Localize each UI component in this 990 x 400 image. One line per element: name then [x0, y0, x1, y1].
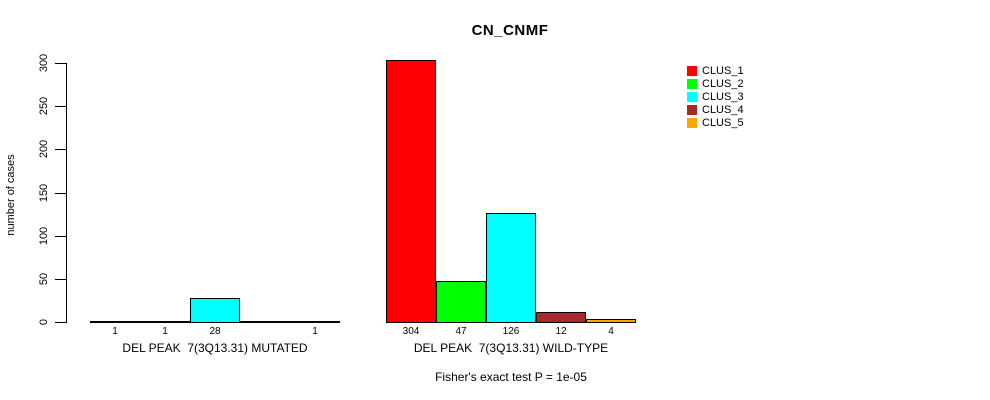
y-axis-label: number of cases [5, 154, 17, 236]
group-label: DEL PEAK 7(3Q13.31) WILD-TYPE [413, 341, 609, 355]
bar-clus_2 [140, 321, 190, 323]
bar-clus_3 [486, 213, 536, 323]
legend-label: CLUS_5 [702, 116, 744, 129]
y-axis-tick [55, 279, 66, 280]
legend-item: CLUS_2 [687, 77, 744, 90]
fisher-test-annotation: Fisher's exact test P = 1e-05 [435, 370, 587, 384]
bar-clus_1 [90, 321, 140, 323]
legend-label: CLUS_3 [702, 90, 744, 103]
y-axis-tick-label: 150 [38, 183, 50, 203]
bar-count-label: 12 [555, 326, 567, 337]
legend-label: CLUS_4 [702, 103, 744, 116]
bar-clus_5 [586, 319, 636, 323]
legend-item: CLUS_4 [687, 103, 744, 116]
legend-swatch [687, 65, 697, 76]
bar-count-label: 126 [502, 326, 520, 337]
bar-count-label: 1 [162, 326, 168, 337]
y-axis-tick [55, 63, 66, 64]
bar-count-label: 1 [112, 326, 118, 337]
y-axis-tick-label: 100 [38, 226, 50, 246]
bar-clus_3 [190, 298, 240, 323]
bar-count-label: 28 [209, 326, 221, 337]
y-axis-tick-label: 0 [38, 318, 50, 326]
bar-clus_4 [536, 312, 586, 323]
bar-count-label: 1 [312, 326, 318, 337]
legend-item: CLUS_1 [687, 64, 744, 77]
legend-label: CLUS_1 [702, 64, 744, 77]
y-axis-tick [55, 236, 66, 237]
y-axis-line [66, 63, 67, 323]
bar-clus_5 [290, 321, 340, 323]
y-axis-tick-label: 200 [38, 139, 50, 159]
legend-item: CLUS_5 [687, 116, 744, 129]
y-axis-tick [55, 322, 66, 323]
bar-count-label: 4 [608, 326, 614, 337]
bar-count-labels: 304 47 126 12 4 [386, 326, 636, 337]
legend-swatch [687, 91, 697, 102]
legend-swatch [687, 104, 697, 115]
bar-count-label: 47 [455, 326, 467, 337]
chart-title: CN_CNMF [471, 22, 549, 39]
bar-count-labels: 1 1 28 1 [90, 326, 340, 337]
bar-count-label: 304 [402, 326, 420, 337]
bar-group [90, 60, 340, 323]
legend-item: CLUS_3 [687, 90, 744, 103]
legend: CLUS_1 CLUS_2 CLUS_3 CLUS_4 CLUS_5 [687, 64, 744, 129]
group-label: DEL PEAK 7(3Q13.31) MUTATED [122, 341, 308, 355]
bar-clus_2 [436, 281, 486, 323]
legend-swatch [687, 117, 697, 128]
bar-group [386, 60, 636, 323]
legend-label: CLUS_2 [702, 77, 744, 90]
y-axis-tick [55, 106, 66, 107]
y-axis-tick-label: 250 [38, 96, 50, 116]
y-axis-tick-label: 300 [38, 53, 50, 73]
y-axis-tick-label: 50 [38, 272, 50, 286]
y-axis-tick [55, 149, 66, 150]
bar-clus_1 [386, 60, 436, 323]
bar-count-label [240, 326, 290, 337]
legend-swatch [687, 78, 697, 89]
y-axis-tick [55, 193, 66, 194]
